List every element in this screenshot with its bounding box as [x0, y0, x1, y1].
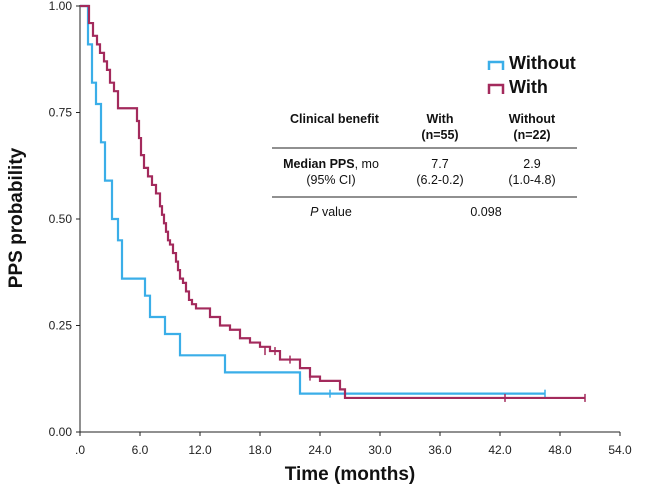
x-tick-label: 6.0 [132, 443, 149, 457]
km-curve-without [80, 4, 545, 395]
x-tick-label: 30.0 [368, 443, 392, 457]
table-cell-with-ci: (6.2-0.2) [416, 173, 463, 187]
x-tick-group: .0 6.0 12.0 18.0 24.0 30.0 36.0 42.0 48.0 54.0 [75, 432, 632, 457]
table-cell-without-median: 2.9 [523, 157, 540, 171]
x-tick-label: 12.0 [188, 443, 212, 457]
x-tick-label: 48.0 [548, 443, 572, 457]
y-tick-label: 0.25 [49, 319, 73, 333]
x-tick-label: 18.0 [248, 443, 272, 457]
summary-table: Clinical benefit With (n=55) Without (n=22… [272, 112, 577, 219]
x-tick-label: 54.0 [608, 443, 632, 457]
y-tick-label: 0.50 [49, 212, 73, 226]
x-tick-label: 24.0 [308, 443, 332, 457]
x-tick-label: 42.0 [488, 443, 512, 457]
table-cell-without-ci: (1.0-4.8) [508, 173, 555, 187]
table-header-clinical-benefit: Clinical benefit [290, 112, 380, 126]
table-header-without: Without (n=22) [509, 112, 556, 142]
y-axis-title: PPS probability [6, 147, 27, 288]
legend-marker-without [487, 60, 505, 70]
y-tick-label: 0.00 [49, 425, 73, 439]
x-tick-label: .0 [75, 443, 85, 457]
table-row-median-label: Median PPS, mo [283, 157, 379, 171]
y-tick-label: 1.00 [49, 0, 73, 13]
legend-label-without: Without [509, 53, 576, 73]
table-cell-with-median: 7.7 [431, 157, 448, 171]
table-header-with: With (n=55) [421, 112, 458, 142]
km-curve-with [80, 4, 585, 400]
legend-marker-with [487, 83, 505, 94]
y-tick-label: 0.75 [49, 106, 73, 120]
table-row-pvalue-label: P value [310, 205, 352, 219]
table-row-median-sublabel: (95% CI) [306, 173, 355, 187]
series-layer [80, 4, 586, 402]
legend-label-with: With [509, 77, 548, 97]
table-cell-pvalue: 0.098 [470, 205, 501, 219]
legend: Without With [487, 53, 576, 97]
x-axis-title: Time (months) [285, 464, 416, 485]
x-tick-label: 36.0 [428, 443, 452, 457]
y-tick-group: 0.00 0.25 0.50 0.75 1.00 [49, 0, 80, 439]
